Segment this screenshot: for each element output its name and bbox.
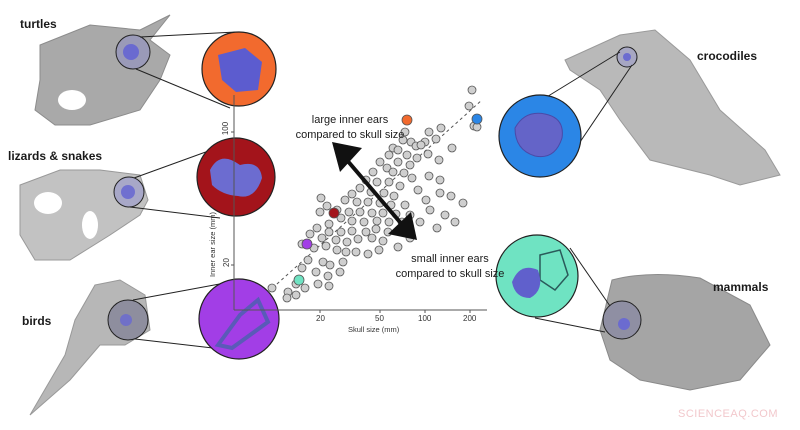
- turtle-inner-ear-inset: [201, 31, 277, 107]
- turtle-point: [401, 114, 413, 126]
- watermark: SCIENCEAQ.COM: [677, 408, 778, 420]
- label-mammals: mammals: [713, 280, 769, 294]
- x-tick-20: 20: [316, 314, 325, 323]
- annotation-small-line2: compared to skull size: [395, 268, 505, 280]
- crocodile-inner-ear-inset: [498, 94, 582, 178]
- x-tick-200: 200: [463, 314, 477, 323]
- label-birds: birds: [22, 314, 52, 328]
- chart-axes: [231, 95, 487, 313]
- x-tick-100: 100: [418, 314, 432, 323]
- y-tick-20: 20: [221, 258, 231, 267]
- label-lizards-snakes: lizards & snakes: [8, 149, 103, 163]
- crocodile-skull-image: [564, 29, 781, 186]
- lizard-skull-image: [19, 169, 149, 261]
- annotation-large-line2: compared to skull size: [295, 129, 405, 141]
- lizard-inner-ear-inset: [196, 137, 276, 217]
- x-tick-50: 50: [375, 314, 384, 323]
- connector-lines-right: [534, 51, 633, 333]
- y-axis-title: Inner ear size (mm): [208, 211, 218, 278]
- crocodile-point: [471, 113, 483, 125]
- bird-point: [301, 238, 313, 250]
- mammal-skull-image: [599, 273, 771, 391]
- label-crocodiles: crocodiles: [697, 49, 758, 63]
- label-turtles: turtles: [20, 17, 57, 31]
- mammal-point: [293, 274, 305, 286]
- x-axis-title: Skull size (mm): [348, 325, 400, 334]
- lizard-point: [328, 207, 340, 219]
- mammal-inner-ear-inset: [495, 234, 579, 318]
- y-tick-100: 100: [221, 121, 231, 136]
- bird-inner-ear-inset: [198, 278, 280, 360]
- annotation-small-line1: small inner ears: [411, 253, 489, 265]
- annotation-small-inner-ears: small inner ears compared to skull size: [375, 252, 525, 282]
- annotation-large-inner-ears: large inner ears compared to skull size: [280, 113, 420, 143]
- double-arrow: [332, 142, 417, 240]
- turtle-skull-image: [34, 14, 171, 126]
- annotation-large-line1: large inner ears: [311, 114, 389, 126]
- bird-skull-image: [29, 279, 151, 416]
- data-points: [267, 85, 482, 303]
